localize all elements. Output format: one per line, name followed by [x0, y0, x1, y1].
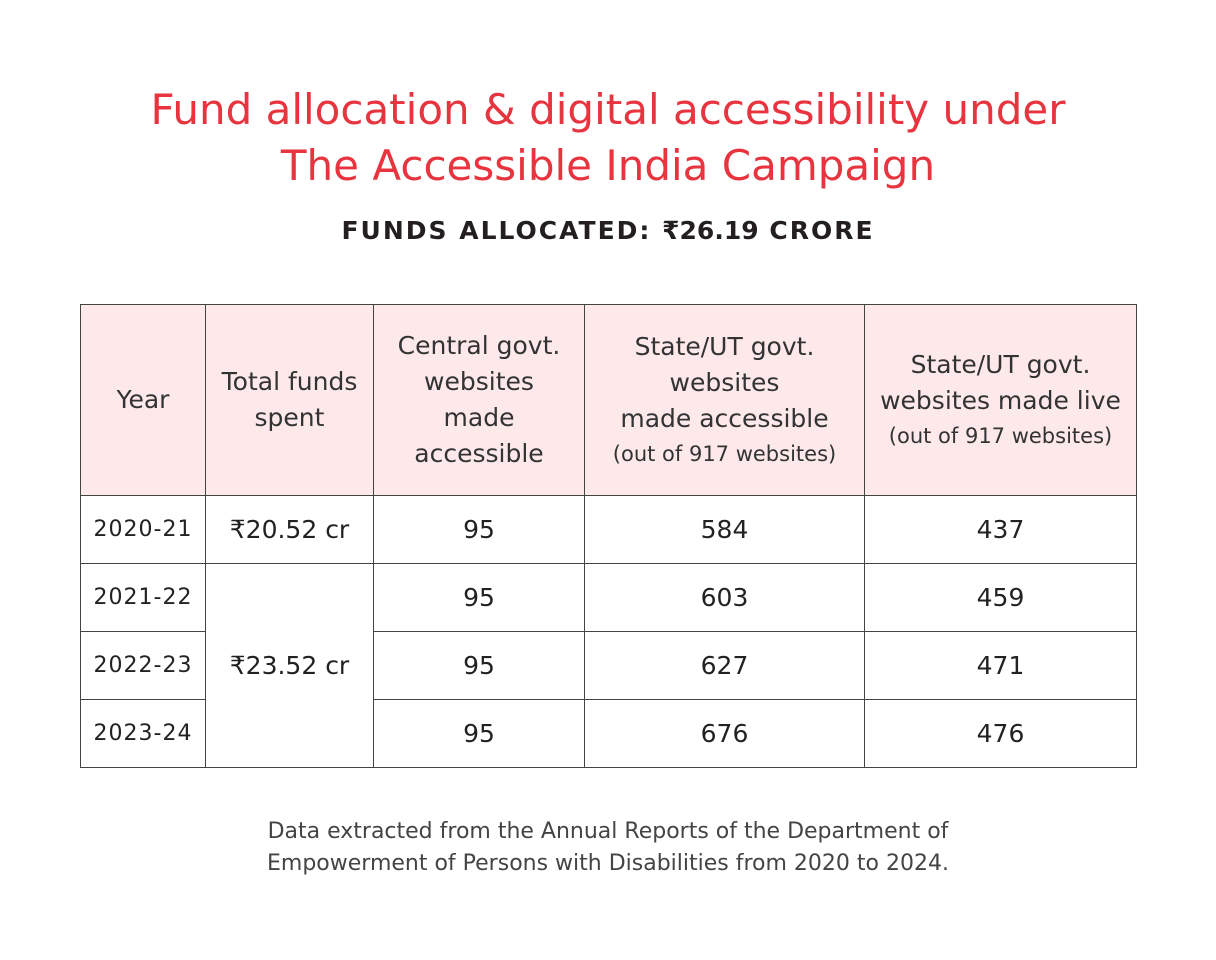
title-line-2: The Accessible India Campaign — [280, 141, 936, 190]
source-line-1: Data extracted from the Annual Reports o… — [267, 819, 949, 844]
funds-allocated-subtitle: FUNDS ALLOCATED: ₹26.19 CRORE — [0, 216, 1216, 245]
table-body: 2020-21 ₹20.52 cr 95 584 437 2021-22 ₹23.52 cr… — [80, 495, 1137, 768]
header-line: made — [443, 403, 515, 432]
cell-state-accessible: 603 — [584, 563, 865, 632]
cell-year: 2021-22 — [80, 563, 206, 632]
cell-total-funds: ₹23.52 cr — [205, 563, 374, 768]
header-line: made accessible — [620, 404, 829, 433]
header-line: Year — [116, 385, 170, 414]
column-header-year: Year — [80, 304, 206, 496]
cell-central-accessible: 95 — [373, 495, 585, 564]
cell-total-funds: ₹20.52 cr — [205, 495, 374, 564]
subtitle-amount: ₹26.19 — [662, 216, 759, 245]
header-note: (out of 917 websites) — [888, 424, 1113, 448]
cell-central-accessible: 95 — [373, 563, 585, 632]
cell-central-accessible: 95 — [373, 699, 585, 768]
cell-state-live: 471 — [864, 631, 1137, 700]
cell-central-accessible: 95 — [373, 631, 585, 700]
table-row: 2021-22 ₹23.52 cr 95 603 459 — [80, 563, 1137, 768]
header-line: websites — [424, 367, 534, 396]
subtitle-unit: CRORE — [769, 216, 875, 245]
cell-state-accessible: 627 — [584, 631, 865, 700]
header-note: (out of 917 websites) — [612, 442, 837, 466]
cell-year: 2023-24 — [80, 699, 206, 768]
cell-state-accessible: 676 — [584, 699, 865, 768]
header-row: Year Total funds spent Central govt. website… — [80, 304, 1137, 496]
header-line: State/UT govt. — [634, 332, 815, 361]
column-header-state-websites-accessible: State/UT govt. websites made accessible (ou… — [584, 304, 865, 496]
subtitle-label: FUNDS ALLOCATED: — [341, 216, 652, 245]
column-header-central-websites-accessible: Central govt. websites made accessible — [373, 304, 585, 496]
cell-state-live: 459 — [864, 563, 1137, 632]
column-header-total-funds-spent: Total funds spent — [205, 304, 374, 496]
header-line: accessible — [414, 439, 544, 468]
cell-year: 2022-23 — [80, 631, 206, 700]
cell-state-accessible: 584 — [584, 495, 865, 564]
table-row: 2023-24 95 676 476 — [80, 699, 1137, 768]
table-row: 2020-21 ₹20.52 cr 95 584 437 — [80, 495, 1137, 564]
header-line: spent — [254, 403, 325, 432]
chart-title: Fund allocation & digital accessibility … — [0, 82, 1216, 194]
header-line: websites — [669, 368, 780, 397]
header-line: Total funds — [221, 367, 358, 396]
cell-year: 2020-21 — [80, 495, 206, 564]
cell-state-live: 476 — [864, 699, 1137, 768]
data-table: Year Total funds spent Central govt. website… — [80, 304, 1137, 768]
header-line: State/UT govt. — [910, 350, 1091, 379]
source-note: Data extracted from the Annual Reports o… — [0, 816, 1216, 880]
header-line: websites made live — [880, 386, 1121, 415]
source-line-2: Empowerment of Persons with Disabilities… — [267, 851, 949, 876]
header-line: Central govt. — [397, 331, 561, 360]
cell-state-live: 437 — [864, 495, 1137, 564]
title-line-1: Fund allocation & digital accessibility … — [150, 85, 1066, 134]
column-header-state-websites-live: State/UT govt. websites made live (out of … — [864, 304, 1137, 496]
